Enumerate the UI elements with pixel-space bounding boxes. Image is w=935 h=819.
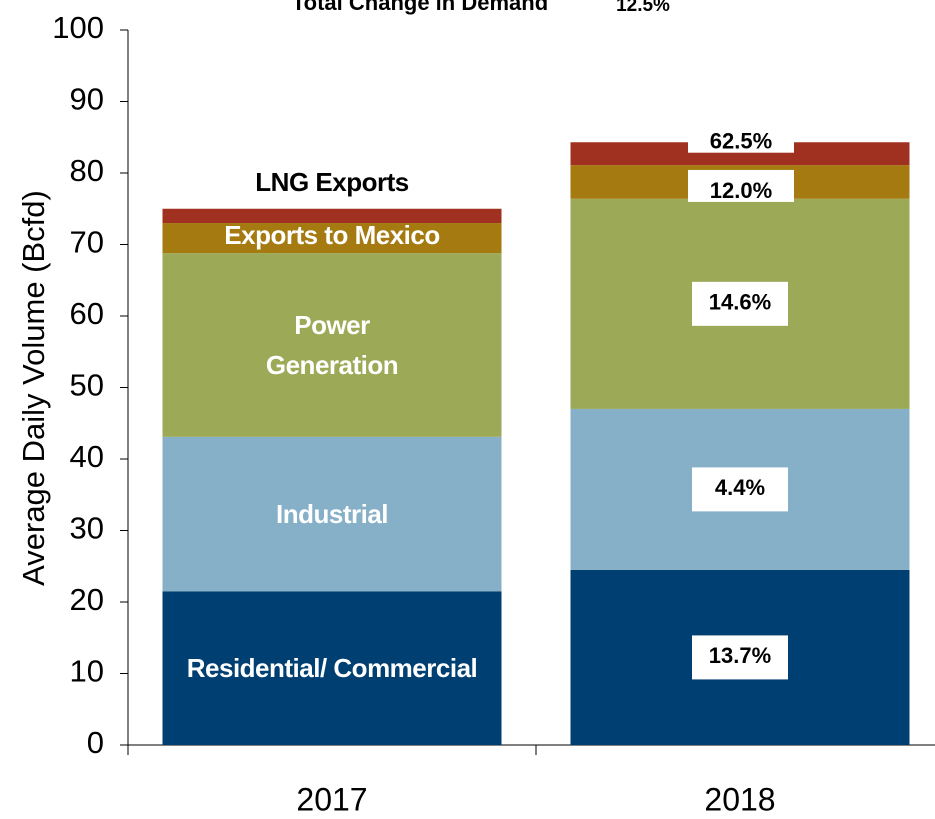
- y-axis-label: Average Daily Volume (Bcfd): [16, 190, 51, 586]
- segment-name: Power Generation: [265, 309, 399, 380]
- change-label-box: [692, 635, 788, 680]
- segment-name: Exports to Mexico: [224, 220, 440, 251]
- change-label-box: [692, 467, 788, 512]
- y-tick-label: 40: [70, 439, 104, 474]
- y-tick-label: 70: [70, 225, 104, 260]
- y-tick-label: 100: [52, 10, 104, 45]
- segment-name: Industrial: [275, 499, 389, 530]
- change-label: 62.5%: [710, 129, 772, 154]
- bar-segment: [570, 142, 910, 166]
- x-tick-label: 2018: [704, 781, 775, 817]
- bar-segment: [162, 591, 502, 745]
- y-tick-label: 60: [70, 296, 104, 331]
- chart-title: Total Change in Demand: [292, 0, 548, 15]
- change-label: 12.0%: [710, 178, 772, 203]
- y-tick-label: 80: [70, 153, 104, 188]
- change-label-box: [692, 281, 788, 326]
- y-tick-label: 20: [70, 582, 104, 617]
- y-tick-label: 50: [70, 368, 104, 403]
- change-label: 13.7%: [709, 643, 771, 668]
- bar-segment: [162, 253, 502, 437]
- segment-name: Residential/ Commercial: [186, 653, 478, 684]
- y-tick-label: 10: [70, 654, 104, 689]
- y-tick-label: 30: [70, 511, 104, 546]
- change-label: 4.4%: [715, 475, 765, 500]
- change-label-box: [688, 120, 794, 153]
- x-tick-label: 2017: [296, 781, 367, 817]
- segment-name: LNG Exports: [255, 166, 409, 197]
- y-tick-label: 0: [87, 725, 104, 760]
- bar-segment: [162, 223, 502, 254]
- total-change: 12.5%: [616, 0, 670, 16]
- y-tick-label: 90: [70, 82, 104, 117]
- bar-segment: [162, 208, 502, 224]
- bar-segment: [162, 436, 502, 592]
- change-label: 14.6%: [709, 290, 771, 315]
- change-label-box: [688, 169, 794, 202]
